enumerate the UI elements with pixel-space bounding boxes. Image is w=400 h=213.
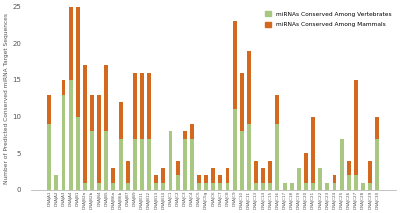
Bar (332, 183, 336, 190)
Bar (261, 183, 265, 190)
Bar (218, 183, 222, 190)
Bar (168, 131, 172, 190)
Bar (47, 95, 51, 124)
Bar (83, 65, 87, 183)
Bar (304, 183, 308, 190)
Bar (90, 131, 94, 190)
Bar (276, 124, 279, 190)
Bar (126, 161, 130, 183)
Bar (304, 153, 308, 183)
Bar (97, 183, 101, 190)
Bar (197, 175, 201, 183)
Bar (311, 183, 315, 190)
Bar (211, 183, 215, 190)
Bar (183, 131, 187, 139)
Bar (147, 139, 151, 190)
Bar (140, 139, 144, 190)
Bar (276, 95, 279, 124)
Bar (154, 175, 158, 183)
Bar (176, 175, 180, 190)
Bar (283, 183, 286, 190)
Bar (226, 168, 230, 183)
Bar (325, 183, 329, 190)
Bar (62, 80, 66, 95)
Bar (90, 95, 94, 131)
Bar (183, 139, 187, 190)
Bar (133, 139, 137, 190)
Bar (69, 80, 72, 190)
Bar (176, 161, 180, 175)
Bar (247, 124, 251, 190)
Bar (76, 117, 80, 190)
Bar (112, 183, 115, 190)
Bar (54, 175, 58, 190)
Bar (233, 21, 237, 109)
Bar (118, 102, 122, 139)
Bar (104, 131, 108, 190)
Bar (104, 65, 108, 131)
Bar (375, 139, 379, 190)
Bar (126, 183, 130, 190)
Bar (218, 175, 222, 183)
Bar (161, 183, 165, 190)
Bar (204, 183, 208, 190)
Bar (347, 161, 351, 175)
Bar (140, 73, 144, 139)
Bar (368, 183, 372, 190)
Bar (347, 175, 351, 190)
Bar (375, 117, 379, 139)
Bar (62, 95, 66, 190)
Bar (190, 139, 194, 190)
Bar (76, 0, 80, 117)
Bar (47, 124, 51, 190)
Bar (226, 183, 230, 190)
Bar (340, 139, 344, 190)
Bar (133, 73, 137, 139)
Bar (247, 51, 251, 124)
Bar (354, 175, 358, 190)
Bar (83, 183, 87, 190)
Bar (161, 168, 165, 183)
Bar (361, 183, 365, 190)
Bar (368, 161, 372, 183)
Bar (268, 183, 272, 190)
Bar (233, 109, 237, 190)
Bar (354, 80, 358, 175)
Bar (211, 168, 215, 183)
Bar (254, 183, 258, 190)
Bar (261, 168, 265, 183)
Bar (311, 117, 315, 183)
Bar (254, 161, 258, 183)
Bar (147, 73, 151, 139)
Bar (154, 183, 158, 190)
Bar (69, 0, 72, 80)
Bar (240, 73, 244, 131)
Bar (97, 95, 101, 183)
Bar (240, 131, 244, 190)
Bar (268, 161, 272, 183)
Bar (190, 124, 194, 139)
Bar (112, 168, 115, 183)
Bar (290, 183, 294, 190)
Bar (118, 139, 122, 190)
Bar (332, 175, 336, 183)
Bar (297, 168, 301, 190)
Bar (204, 175, 208, 183)
Bar (197, 183, 201, 190)
Legend: miRNAs Conserved Among Vertebrates, miRNAs Conserved Among Mammals: miRNAs Conserved Among Vertebrates, miRN… (263, 10, 393, 29)
Bar (318, 168, 322, 190)
Y-axis label: Number of Predicted Conserved miRNA Target Sequences: Number of Predicted Conserved miRNA Targ… (4, 13, 9, 184)
